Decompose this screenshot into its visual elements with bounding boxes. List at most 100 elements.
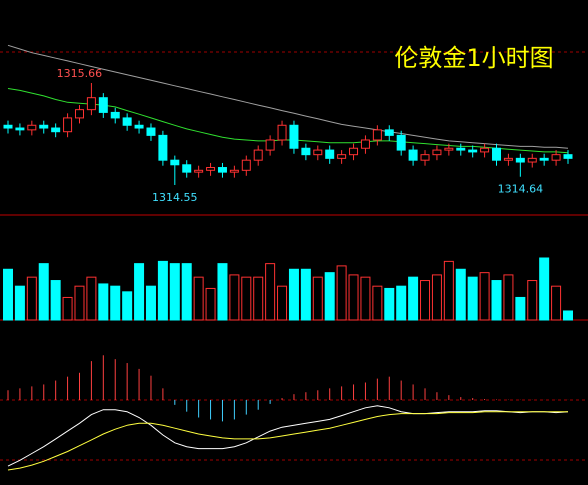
volume-bar xyxy=(241,276,252,321)
candle-body xyxy=(3,124,13,129)
candle-body xyxy=(110,111,120,119)
candle-body xyxy=(539,157,549,161)
volume-bar xyxy=(74,285,85,321)
candle-body xyxy=(563,154,573,159)
volume-bar xyxy=(145,285,156,321)
candle-body xyxy=(74,109,84,119)
volume-bar xyxy=(205,287,216,321)
volume-bar xyxy=(455,268,466,321)
candle-body xyxy=(372,129,382,141)
volume-bar xyxy=(193,276,204,321)
candle-body xyxy=(170,159,180,166)
line xyxy=(7,44,569,149)
candle-body xyxy=(408,149,418,161)
candle-body xyxy=(432,149,442,156)
candle-body xyxy=(503,157,513,161)
candle-body xyxy=(182,164,192,173)
volume-bar xyxy=(253,276,264,321)
candle-body xyxy=(158,134,168,161)
volume-bar xyxy=(348,274,359,321)
candle-body xyxy=(349,147,359,156)
candle-body xyxy=(396,134,406,151)
candle-body xyxy=(289,124,299,149)
candle-body xyxy=(527,157,537,163)
candle-body xyxy=(384,129,394,136)
candle-body xyxy=(15,127,25,131)
volume-bar xyxy=(443,260,454,321)
volume-bar xyxy=(110,285,121,321)
volume-bar xyxy=(515,296,526,321)
volume-bar xyxy=(3,268,13,321)
candle-body xyxy=(360,139,370,149)
candle-body xyxy=(229,169,239,173)
volume-bar xyxy=(265,263,276,321)
volume-bar xyxy=(360,276,371,321)
volume-bar xyxy=(408,276,419,321)
line xyxy=(7,405,569,467)
candle-body xyxy=(265,139,275,151)
line xyxy=(7,411,568,471)
candle-body xyxy=(551,154,561,161)
volume-bar xyxy=(467,276,478,321)
candle-body xyxy=(241,159,251,171)
candle-body xyxy=(253,149,263,161)
candle-body xyxy=(444,147,454,151)
volume-bar xyxy=(122,291,133,321)
volume-bar xyxy=(551,285,562,321)
candle-body xyxy=(206,167,216,171)
volume-bar xyxy=(336,265,347,321)
volume-bar xyxy=(38,263,49,321)
volume-bar xyxy=(420,280,431,321)
candle-body xyxy=(301,147,311,156)
volume-bar xyxy=(479,272,490,321)
volume-bar xyxy=(431,274,442,321)
volume-bar xyxy=(169,263,180,321)
volume-bar xyxy=(300,268,311,321)
volume-bar xyxy=(312,276,323,321)
candle-body xyxy=(456,147,466,151)
volume-bar xyxy=(491,280,502,321)
candle-body xyxy=(325,149,335,159)
volume-bar xyxy=(217,263,228,321)
candle-body xyxy=(480,147,490,153)
volume-bar xyxy=(26,276,37,321)
volume-bar xyxy=(372,285,383,321)
candle-body xyxy=(63,117,73,133)
volume-bar xyxy=(277,285,288,321)
candle-body xyxy=(217,167,227,173)
low-label: 1314.64 xyxy=(498,183,544,196)
candle-body xyxy=(98,97,108,113)
volume-bar xyxy=(157,260,168,321)
candle-body xyxy=(515,157,525,163)
candle-body xyxy=(492,147,502,161)
volume-bar xyxy=(134,263,145,321)
volume-bar xyxy=(98,283,109,321)
candle-body xyxy=(86,97,96,111)
volume-bar xyxy=(181,263,192,321)
volume-bar xyxy=(86,276,97,321)
candle-body xyxy=(51,127,61,133)
candle-body xyxy=(468,149,478,153)
candle-body xyxy=(146,127,156,136)
candle-body xyxy=(27,124,37,131)
candle-body xyxy=(420,154,430,161)
chart-title: 伦敦金1小时图 xyxy=(394,44,553,72)
volume-bar xyxy=(396,285,407,321)
candle-body xyxy=(194,169,204,173)
high-label: 1315.66 xyxy=(57,67,103,80)
volume-bar xyxy=(14,285,25,321)
candle-body xyxy=(122,117,132,126)
candle-body xyxy=(277,124,287,141)
volume-bar xyxy=(384,287,395,321)
volume-bar xyxy=(50,280,61,321)
low-label: 1314.55 xyxy=(152,191,198,204)
volume-bar xyxy=(563,310,573,321)
candle-body xyxy=(39,124,49,129)
candle-body xyxy=(134,124,144,129)
candle-body xyxy=(313,149,323,156)
candle-body xyxy=(337,154,347,159)
volume-bar xyxy=(539,257,550,321)
